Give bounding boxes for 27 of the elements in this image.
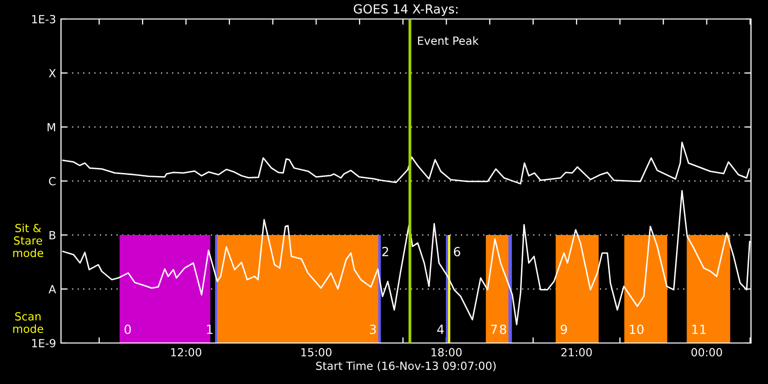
y-tick-label: A bbox=[48, 285, 56, 294]
x-tick-label: 00:00 bbox=[691, 348, 722, 356]
y-tick-label: C bbox=[49, 176, 56, 186]
band-label: 3 bbox=[370, 324, 376, 334]
text: Scan mode bbox=[13, 312, 44, 334]
y-tick-label: X bbox=[48, 69, 56, 78]
x-tick-label: 12:00 bbox=[171, 348, 202, 356]
y-tick-label: 1E-3 bbox=[32, 14, 56, 24]
x-tick-label: 18:00 bbox=[432, 348, 462, 356]
band-label: 0 bbox=[124, 324, 131, 334]
ref-line-label: Event Peak bbox=[418, 36, 479, 45]
x-tick-label: 21:00 bbox=[561, 348, 592, 356]
band-label: 10 bbox=[630, 324, 644, 334]
band-label: 2 bbox=[382, 246, 388, 256]
y-tick-label: B bbox=[50, 231, 56, 240]
band-label: 7 bbox=[491, 324, 497, 334]
text: Sit & Stare mode bbox=[13, 224, 44, 258]
chart-title: GOES 14 X-Rays: bbox=[354, 4, 458, 16]
band-label: 8 bbox=[500, 324, 506, 334]
y-tick-label: 1E-9 bbox=[32, 338, 56, 348]
band-label: 11 bbox=[692, 324, 706, 334]
band-label: 6 bbox=[454, 246, 460, 256]
band-label: 4 bbox=[437, 324, 444, 334]
x-axis-title: Start Time (16-Nov-13 09:07:00) bbox=[316, 361, 496, 372]
x-tick-label: 15:00 bbox=[301, 348, 332, 356]
y-tick-label: M bbox=[48, 123, 56, 132]
band-label: 9 bbox=[560, 324, 567, 334]
